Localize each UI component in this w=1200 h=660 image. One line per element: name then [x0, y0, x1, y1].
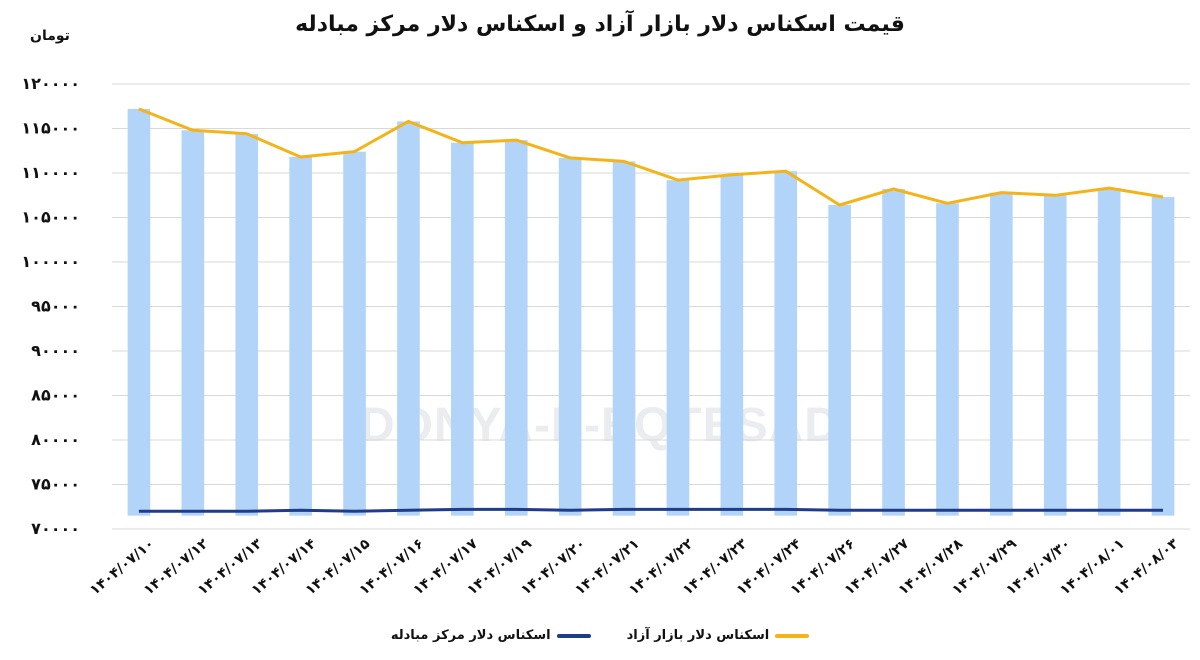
y-tick-label: ۷۰۰۰۰ [31, 519, 80, 538]
y-tick-label: ۱۱۵۰۰۰ [21, 119, 80, 138]
legend-swatch-free-market [775, 633, 810, 638]
y-tick-label: ۱۲۰۰۰۰ [21, 74, 80, 93]
legend-label-free-market: اسکناس دلار بازار آزاد [626, 628, 770, 643]
bar [558, 157, 582, 516]
bar [882, 189, 905, 516]
bar [451, 142, 474, 516]
bar [343, 151, 366, 516]
y-tick-label: ۱۱۰۰۰۰ [21, 163, 80, 182]
y-tick-label: ۸۰۰۰۰ [31, 430, 80, 449]
bar [936, 203, 959, 516]
y-tick-label: ۹۰۰۰۰ [31, 341, 80, 360]
watermark: DONYA-E-EQTESAD [360, 399, 840, 452]
bar [720, 174, 744, 516]
bar [774, 171, 798, 516]
bar [1043, 195, 1067, 516]
y-tick-label: ۸۵۰۰۰ [31, 386, 80, 405]
legend-item-exchange-center: اسکناس دلار مرکز مبادله [391, 628, 591, 643]
bar [990, 192, 1013, 516]
y-axis-unit-label: تومان [30, 28, 70, 44]
y-tick-label: ۱۰۵۰۰۰ [21, 208, 80, 227]
series-line-free-market [138, 107, 1164, 207]
bar [397, 121, 420, 516]
y-tick-label: ۹۵۰۰۰ [31, 297, 80, 316]
legend-item-free-market: اسکناس دلار بازار آزاد [627, 628, 810, 643]
bar [612, 161, 636, 516]
legend: اسکناس دلار بازار آزاد اسکناس دلار مرکز … [0, 628, 1200, 643]
bar [235, 133, 259, 516]
series-line-exchange-center [138, 507, 1163, 513]
bar [127, 108, 151, 516]
y-tick-label: ۱۰۰۰۰۰ [21, 252, 80, 271]
bar [1151, 197, 1175, 516]
legend-swatch-exchange-center [556, 633, 591, 638]
bar [1097, 188, 1121, 516]
bar [181, 130, 205, 516]
bar [504, 140, 528, 516]
bar [666, 180, 690, 516]
bar [289, 156, 312, 516]
chart-title: قیمت اسکناس دلار بازار آزاد و اسکناس دلا… [295, 12, 905, 37]
y-tick-label: ۷۵۰۰۰ [31, 475, 80, 494]
legend-label-exchange-center: اسکناس دلار مرکز مبادله [390, 628, 551, 643]
bar [828, 205, 851, 516]
